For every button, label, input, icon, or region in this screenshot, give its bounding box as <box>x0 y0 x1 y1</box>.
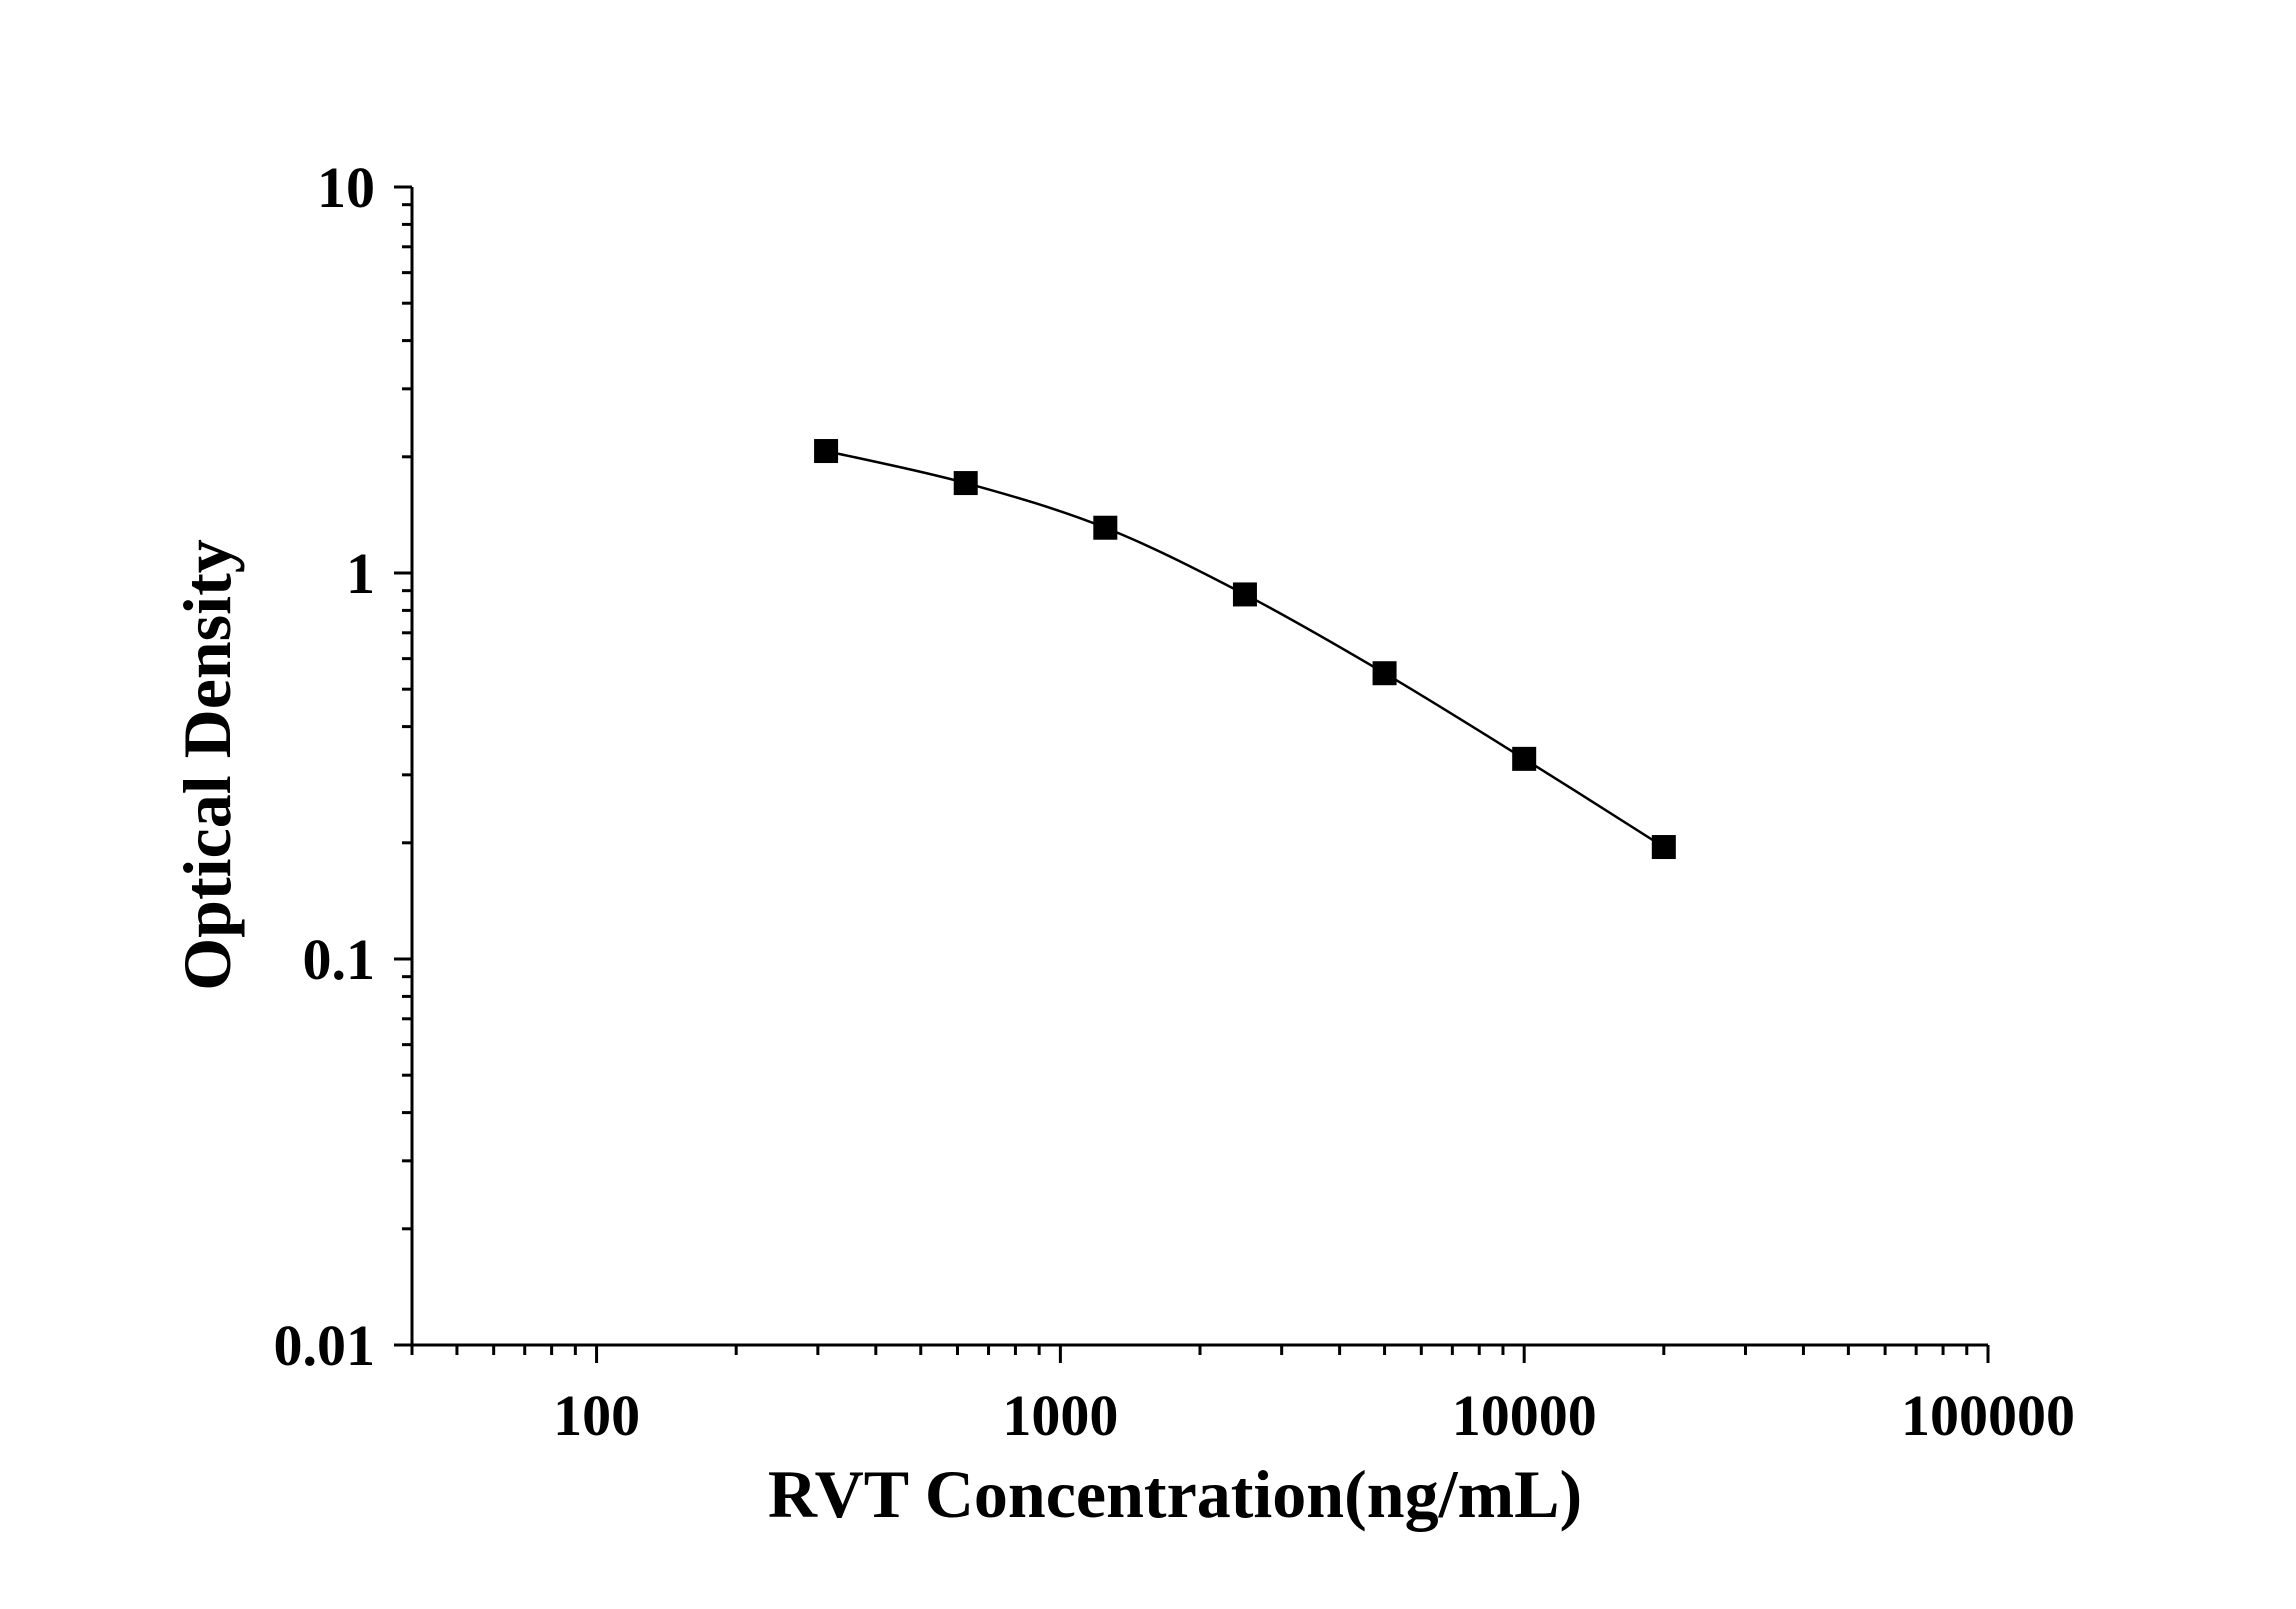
data-point <box>1232 582 1257 607</box>
y-tick-label: 0.01 <box>274 1313 376 1378</box>
x-tick-label: 100 <box>553 1383 640 1448</box>
y-tick-label: 0.1 <box>303 927 376 992</box>
y-tick-label: 1 <box>346 541 375 606</box>
series-line <box>825 449 1665 849</box>
axes <box>410 187 1988 1347</box>
x-tick-label: 1000 <box>1002 1383 1118 1448</box>
ticks <box>394 185 1990 1363</box>
x-tick-label: 10000 <box>1452 1383 1597 1448</box>
data-point <box>953 471 978 496</box>
y-axis-title: Optical Density <box>169 539 245 990</box>
data-point <box>814 439 839 464</box>
data-point <box>1651 835 1676 860</box>
y-tick-label: 10 <box>317 155 375 220</box>
x-tick-label: 100000 <box>1901 1383 2075 1448</box>
tick-labels: 100 1000 10000 100000 0.01 0.1 1 10 <box>274 155 2076 1448</box>
data-point <box>1512 746 1537 771</box>
x-axis-title: RVT Concentration(ng/mL) <box>768 1456 1582 1532</box>
data-point <box>1093 515 1118 540</box>
data-point <box>1372 661 1397 686</box>
series-layer <box>814 439 1676 860</box>
